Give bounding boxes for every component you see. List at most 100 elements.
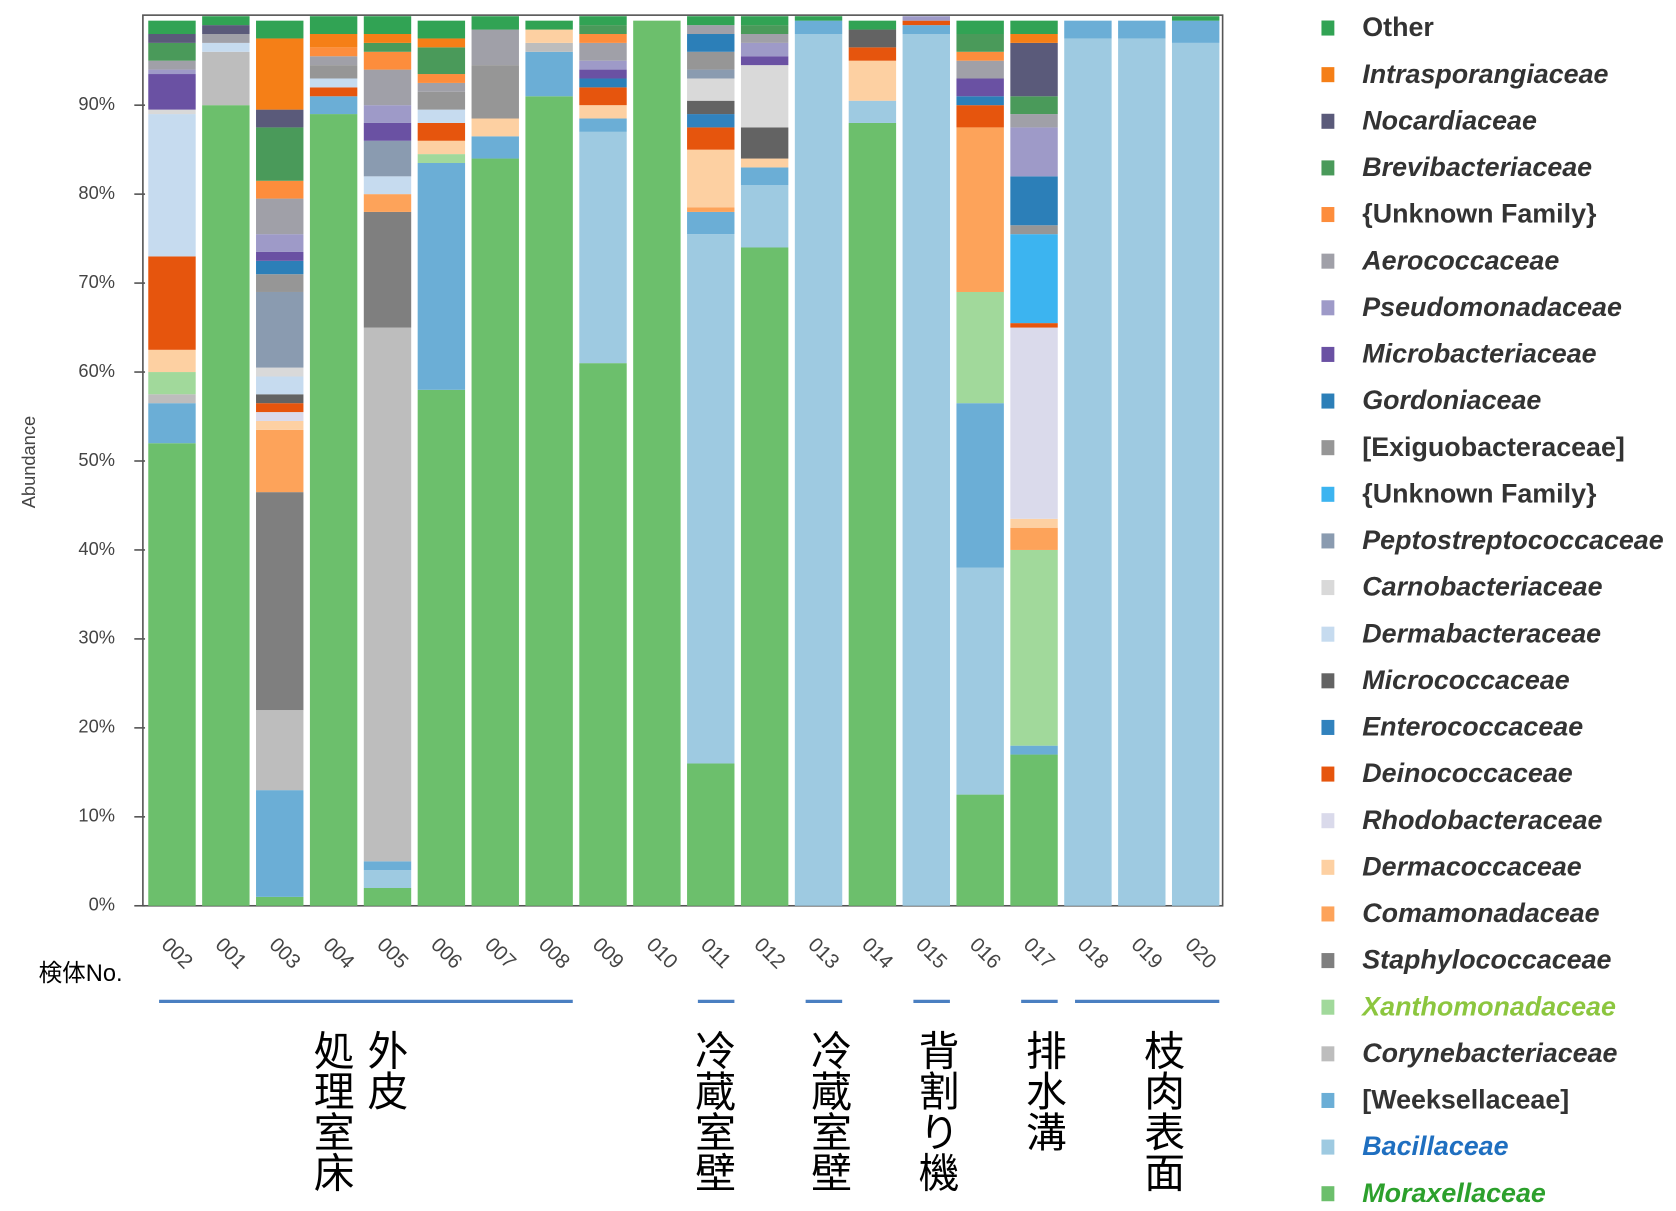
legend-label: Other (1362, 12, 1434, 42)
legend-label: Comamonadaceae (1362, 898, 1599, 928)
bar-segment (417, 38, 466, 48)
bar-segment (1010, 234, 1058, 324)
x-tick-label: 014 (857, 934, 897, 974)
y-tick-label: 50% (78, 449, 115, 470)
legend-swatch (1321, 393, 1335, 409)
bar-segment (256, 420, 304, 430)
x-tick-label: 017 (1019, 934, 1059, 974)
bar-segment (309, 65, 358, 79)
bar-segment (848, 122, 897, 906)
legend-label: Aerococcaceae (1361, 245, 1559, 275)
bar-segment (309, 87, 358, 97)
bar-segment (417, 109, 466, 123)
bar-segment (687, 34, 735, 52)
bar-segment (687, 100, 735, 115)
bar-segment (687, 16, 735, 26)
legend-swatch (1321, 1046, 1335, 1062)
bar-segment (687, 211, 735, 235)
bar-segment (525, 20, 573, 30)
bar-segment (579, 363, 627, 906)
bar-segment (579, 87, 627, 106)
y-tick-label: 0% (89, 894, 115, 915)
bar-segment (256, 234, 304, 252)
bar-segment (740, 185, 789, 248)
bar-segment (740, 56, 789, 66)
bar-segment (525, 51, 573, 97)
bar-segment (363, 870, 412, 888)
x-tick-label: 008 (534, 934, 574, 974)
bar-segment (956, 20, 1004, 35)
x-tick-label: 005 (372, 934, 412, 974)
legend-label: Microbacteriaceae (1362, 339, 1596, 369)
bar-segment (579, 25, 627, 35)
bar-segment (148, 69, 196, 75)
y-tick-label: 70% (78, 271, 115, 292)
legend-swatch (1321, 719, 1335, 735)
legend-label: Peptostreptococcaceae (1362, 525, 1663, 555)
bar-segment (471, 158, 519, 906)
bar-segment (794, 20, 843, 35)
legend-label: Carnobacteriaceae (1362, 572, 1602, 602)
x-tick-label: 006 (426, 934, 466, 974)
bar-segment (148, 74, 196, 110)
legend-swatch (1321, 207, 1335, 223)
bar-segment (848, 20, 897, 30)
legend-swatch (1321, 813, 1335, 829)
bar-segment (579, 69, 627, 79)
bar-segment (256, 20, 304, 39)
group-label: 処理室床 (307, 1029, 355, 1192)
legend-swatch (1321, 160, 1335, 176)
bar-segment (1010, 176, 1058, 226)
bar-segment (256, 260, 304, 275)
legend-swatch (1321, 486, 1335, 502)
legend-swatch (1321, 859, 1335, 875)
legend-swatch (1321, 253, 1335, 269)
bar-segment (687, 51, 735, 70)
legend-label: {Unknown Family} (1362, 199, 1597, 229)
bar-segment (363, 861, 412, 871)
bar-segment (417, 122, 466, 141)
bar-segment (363, 211, 412, 328)
x-tick-label: 012 (750, 934, 790, 974)
group-label: 冷蔵室壁 (688, 1029, 736, 1192)
bar-segment (417, 162, 466, 390)
bar-segment (363, 176, 412, 195)
bar-segment (848, 47, 897, 61)
bar-segment (417, 91, 466, 110)
bar-segment (148, 443, 196, 906)
bar-segment (256, 38, 304, 110)
y-tick-label: 60% (78, 360, 115, 381)
x-tick-label: 003 (265, 934, 305, 974)
bar-segment (417, 140, 466, 155)
bar-segment (363, 34, 412, 43)
x-tick-label: 007 (480, 934, 520, 974)
bar-segment (956, 403, 1004, 568)
bar-segment (1171, 16, 1220, 21)
bar-segment (309, 114, 358, 906)
bar-segment (256, 376, 304, 395)
x-tick-label: 020 (1181, 934, 1221, 974)
bar-segment (363, 122, 412, 141)
legend-label: [Exiguobacteraceae] (1362, 432, 1625, 462)
plot-frame (142, 14, 1224, 907)
bar-segment (256, 198, 304, 235)
legend-swatch (1321, 766, 1335, 782)
bar-segment (579, 118, 627, 132)
bar-segment (848, 29, 897, 48)
bar-segment (740, 247, 789, 906)
bar-segment (579, 131, 627, 364)
bar-segment (148, 34, 196, 43)
bar-segment (1010, 34, 1058, 43)
bar-segment (687, 234, 735, 764)
legend-label: Gordoniaceae (1362, 385, 1541, 415)
legend-swatch (1321, 906, 1335, 922)
legend-swatch (1321, 346, 1335, 362)
bar-segment (363, 42, 412, 52)
legend-swatch (1321, 580, 1335, 596)
legend-label: Staphylococcaceae (1362, 945, 1611, 975)
bar-segment (1010, 745, 1058, 755)
x-tick-label: 011 (696, 934, 735, 973)
legend-swatch (1321, 300, 1335, 316)
legend-label: Nocardiaceae (1362, 105, 1537, 135)
